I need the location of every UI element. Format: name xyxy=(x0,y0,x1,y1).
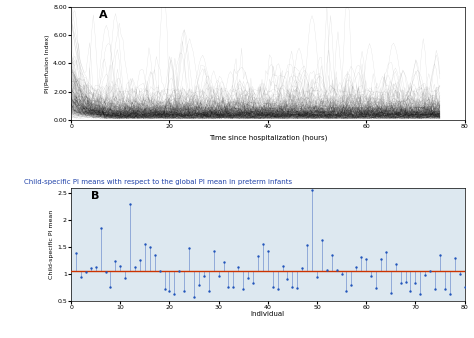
Point xyxy=(436,252,444,258)
Point xyxy=(451,255,458,261)
Point xyxy=(417,292,424,297)
Point xyxy=(401,279,409,285)
Point xyxy=(185,245,193,250)
Text: Child-specific PI means with respect to the global PI mean in preterm infants: Child-specific PI means with respect to … xyxy=(24,178,292,185)
Point xyxy=(353,264,360,270)
Point xyxy=(210,248,218,254)
Point xyxy=(205,288,212,294)
Point xyxy=(171,292,178,297)
Point xyxy=(151,252,158,258)
Y-axis label: PI(Perfusion Index): PI(Perfusion Index) xyxy=(46,34,50,93)
Point xyxy=(161,286,168,292)
Point xyxy=(318,238,326,243)
Point xyxy=(181,288,188,294)
Point xyxy=(146,244,154,250)
Point xyxy=(431,286,439,292)
Point xyxy=(107,285,114,290)
Point xyxy=(126,201,134,207)
Point xyxy=(229,284,237,289)
Point xyxy=(87,265,94,271)
Point xyxy=(308,188,316,193)
Point xyxy=(245,276,252,281)
Point xyxy=(328,252,336,258)
Point xyxy=(279,264,286,269)
Point xyxy=(259,242,267,247)
Point xyxy=(456,271,464,277)
Point xyxy=(269,285,276,290)
Text: A: A xyxy=(99,10,107,20)
Point xyxy=(249,280,257,286)
Point xyxy=(343,288,350,294)
Point xyxy=(333,267,340,272)
X-axis label: Time since hospitalization (hours): Time since hospitalization (hours) xyxy=(209,135,327,141)
Point xyxy=(461,285,468,290)
Y-axis label: Child-specific PI mean: Child-specific PI mean xyxy=(49,210,55,279)
Point xyxy=(289,284,296,290)
Point xyxy=(357,254,365,259)
Point xyxy=(299,266,306,271)
Point xyxy=(77,274,85,280)
Point xyxy=(239,287,247,292)
Point xyxy=(441,286,448,292)
Point xyxy=(195,282,203,288)
Point xyxy=(131,264,139,270)
X-axis label: Individual: Individual xyxy=(251,311,285,317)
Point xyxy=(82,269,90,275)
Point xyxy=(397,280,404,286)
Point xyxy=(283,276,291,282)
Point xyxy=(362,256,370,262)
Point xyxy=(235,264,242,269)
Point xyxy=(274,286,282,292)
Point xyxy=(111,258,119,264)
Point xyxy=(121,275,129,281)
Point xyxy=(141,242,149,247)
Point xyxy=(190,294,198,299)
Text: B: B xyxy=(91,191,99,201)
Point xyxy=(136,258,144,263)
Point xyxy=(175,268,183,273)
Point xyxy=(215,273,222,279)
Point xyxy=(220,259,228,265)
Point xyxy=(200,273,208,279)
Point xyxy=(156,268,164,274)
Point xyxy=(411,280,419,286)
Point xyxy=(313,274,321,280)
Point xyxy=(446,292,454,297)
Point xyxy=(392,262,400,267)
Point xyxy=(293,285,301,290)
Point xyxy=(347,282,355,288)
Point xyxy=(264,248,272,254)
Point xyxy=(72,250,80,255)
Point xyxy=(421,272,429,278)
Point xyxy=(117,263,124,269)
Point xyxy=(387,290,394,295)
Point xyxy=(382,250,390,255)
Point xyxy=(165,288,173,294)
Point xyxy=(407,288,414,294)
Point xyxy=(102,270,109,275)
Point xyxy=(426,268,434,274)
Point xyxy=(338,271,346,276)
Point xyxy=(372,286,380,291)
Point xyxy=(97,225,104,231)
Point xyxy=(225,285,232,290)
Point xyxy=(367,273,375,279)
Point xyxy=(323,267,330,272)
Point xyxy=(92,265,100,270)
Point xyxy=(254,253,262,258)
Point xyxy=(377,256,385,262)
Point xyxy=(303,242,311,247)
